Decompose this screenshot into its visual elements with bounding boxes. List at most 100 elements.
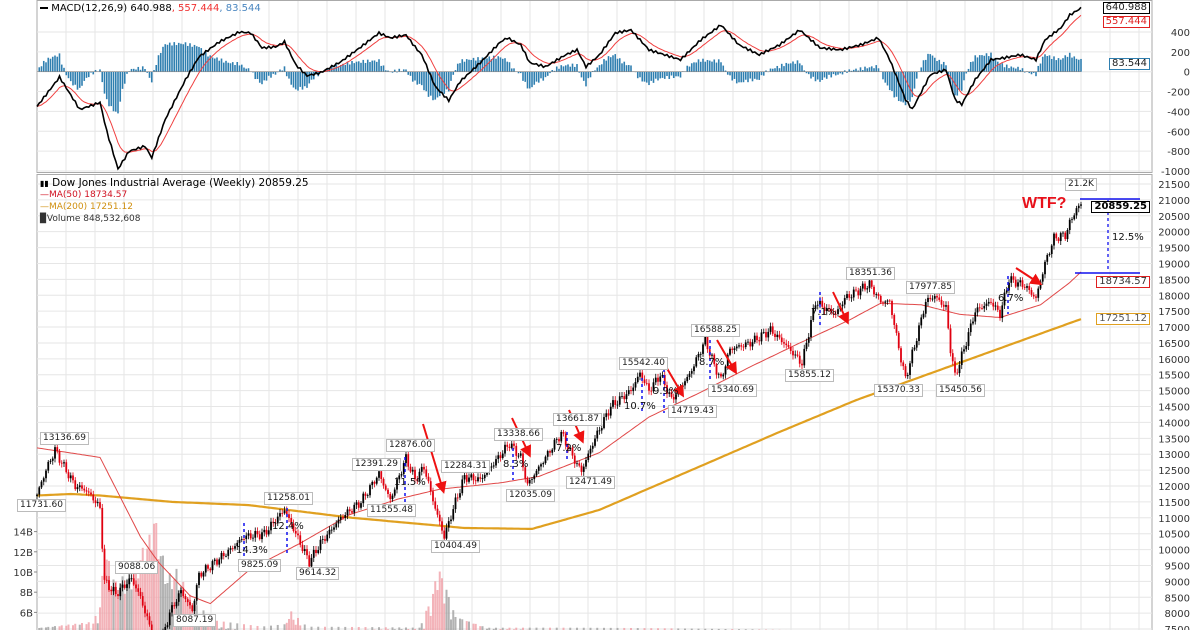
volume-bar xyxy=(54,626,56,630)
volume-bar xyxy=(690,628,693,630)
macd-histogram-bar xyxy=(461,59,464,72)
volume-bar xyxy=(74,623,77,630)
macd-histogram-bar xyxy=(992,58,995,72)
volume-bar xyxy=(144,567,146,630)
price-axis-tick: 8000 xyxy=(1165,609,1190,620)
volume-bar xyxy=(468,621,470,630)
candle-body xyxy=(875,294,878,295)
macd-histogram-bar xyxy=(888,71,891,91)
candle-body xyxy=(591,445,594,449)
candle-body xyxy=(90,492,92,495)
macd-histogram-bar xyxy=(875,65,878,72)
macd-histogram-bar xyxy=(974,55,977,72)
volume-bar xyxy=(166,583,169,630)
macd-histogram-bar xyxy=(706,59,709,72)
volume-bar xyxy=(438,571,441,630)
candle-body xyxy=(546,450,549,457)
macd-histogram-bar xyxy=(355,61,358,72)
macd-histogram-bar xyxy=(1071,57,1073,72)
volume-bar xyxy=(724,628,727,630)
candle-body xyxy=(616,404,619,406)
macd-histogram-bar xyxy=(1073,56,1076,72)
volume-bar xyxy=(243,624,245,630)
price-label: 16588.25 xyxy=(691,324,740,337)
candle-body xyxy=(198,572,200,586)
macd-histogram-bar xyxy=(204,51,207,72)
candle-body xyxy=(810,320,812,338)
macd-histogram-bar xyxy=(765,70,767,72)
candle-body xyxy=(72,475,74,481)
macd-axis-tick: 200 xyxy=(1171,48,1190,59)
macd-histogram-bar xyxy=(956,71,959,96)
macd-histogram-bar xyxy=(668,71,671,79)
candle-body xyxy=(695,357,698,367)
candle-body xyxy=(294,530,297,534)
candle-body xyxy=(686,377,689,382)
candle-body xyxy=(344,514,347,518)
macd-histogram-bar xyxy=(369,62,371,72)
volume-bar xyxy=(447,597,450,630)
macd-histogram-bar xyxy=(726,71,729,75)
candle-body xyxy=(472,474,475,481)
candle-body xyxy=(508,446,511,448)
macd-histogram-bar xyxy=(288,71,290,79)
price-axis-tick: 19500 xyxy=(1158,244,1190,255)
candle-body xyxy=(137,588,140,592)
candle-body xyxy=(558,439,560,442)
macd-histogram-bar xyxy=(920,67,923,72)
candle-body xyxy=(960,351,963,366)
candle-body xyxy=(522,453,524,468)
candle-body xyxy=(697,353,700,358)
ma50-value-tag: 18734.57 xyxy=(1096,276,1150,288)
candle-body xyxy=(796,354,799,356)
candle-body xyxy=(531,479,533,480)
macd-histogram-bar xyxy=(895,71,898,97)
candle-body xyxy=(180,590,182,594)
candle-body xyxy=(315,549,317,554)
candle-body xyxy=(965,346,968,350)
macd-histogram-bar xyxy=(285,71,288,77)
macd-histogram-bar xyxy=(402,69,405,72)
candle-body xyxy=(371,481,374,486)
candle-body xyxy=(812,308,815,321)
macd-histogram-bar xyxy=(454,70,457,72)
candle-body xyxy=(888,300,891,302)
macd-histogram-bar xyxy=(677,71,680,77)
macd-histogram-bar xyxy=(803,70,806,72)
pct-label: 8.3% xyxy=(503,459,529,470)
macd-histogram-bar xyxy=(645,71,648,83)
macd-histogram-bar xyxy=(252,71,254,73)
candle-body xyxy=(549,450,551,453)
macd-histogram-bar xyxy=(873,68,875,72)
volume-bar xyxy=(132,572,135,630)
candle-body xyxy=(861,283,864,289)
macd-histogram-bar xyxy=(562,66,565,72)
price-label: 15340.69 xyxy=(708,384,757,397)
candlestick-icon: ▮▮ xyxy=(40,179,49,188)
volume-bar xyxy=(330,626,333,630)
volume-bar xyxy=(650,628,653,630)
volume-bar xyxy=(407,628,410,630)
candle-body xyxy=(603,417,605,429)
candle-body xyxy=(783,342,785,344)
macd-histogram-bar xyxy=(357,61,360,72)
candle-body xyxy=(544,456,547,464)
macd-histogram-bar xyxy=(958,71,961,90)
macd-histogram-bar xyxy=(126,71,128,74)
candle-body xyxy=(238,539,241,543)
price-axis-tick: 16000 xyxy=(1158,355,1190,366)
candle-body xyxy=(420,466,423,472)
volume-bar xyxy=(263,626,266,630)
macd-histogram-bar xyxy=(717,59,720,72)
candle-body xyxy=(661,375,664,377)
macd-histogram-bar xyxy=(56,56,59,72)
macd-histogram-bar xyxy=(173,42,176,72)
candle-body xyxy=(904,366,907,377)
candle-body xyxy=(735,346,738,349)
macd-histogram-bar xyxy=(1003,67,1006,72)
volume-bar xyxy=(427,606,430,630)
volume-bar xyxy=(501,627,504,630)
macd-histogram-bar xyxy=(479,60,482,72)
macd-axis-tick: -800 xyxy=(1167,147,1190,158)
ma200-legend-text: MA(200) 17251.12 xyxy=(49,202,133,212)
